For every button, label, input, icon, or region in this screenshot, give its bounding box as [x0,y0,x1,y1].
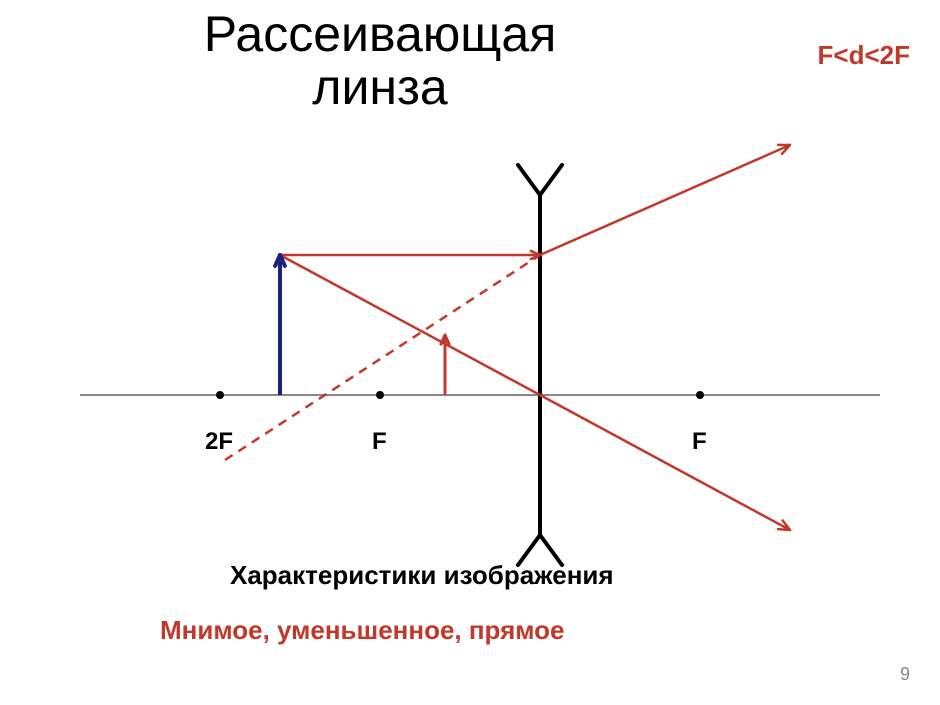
axis-label-f-left: F [372,428,387,456]
axis-label-f-right: F [692,428,707,456]
image-properties: Мнимое, уменьшенное, прямое [160,615,565,646]
caption-heading: Характеристики изображения [230,560,614,591]
lens-diagram [0,0,940,705]
axis-label-2f-left: 2F [205,428,233,456]
page-number: 9 [900,664,910,685]
